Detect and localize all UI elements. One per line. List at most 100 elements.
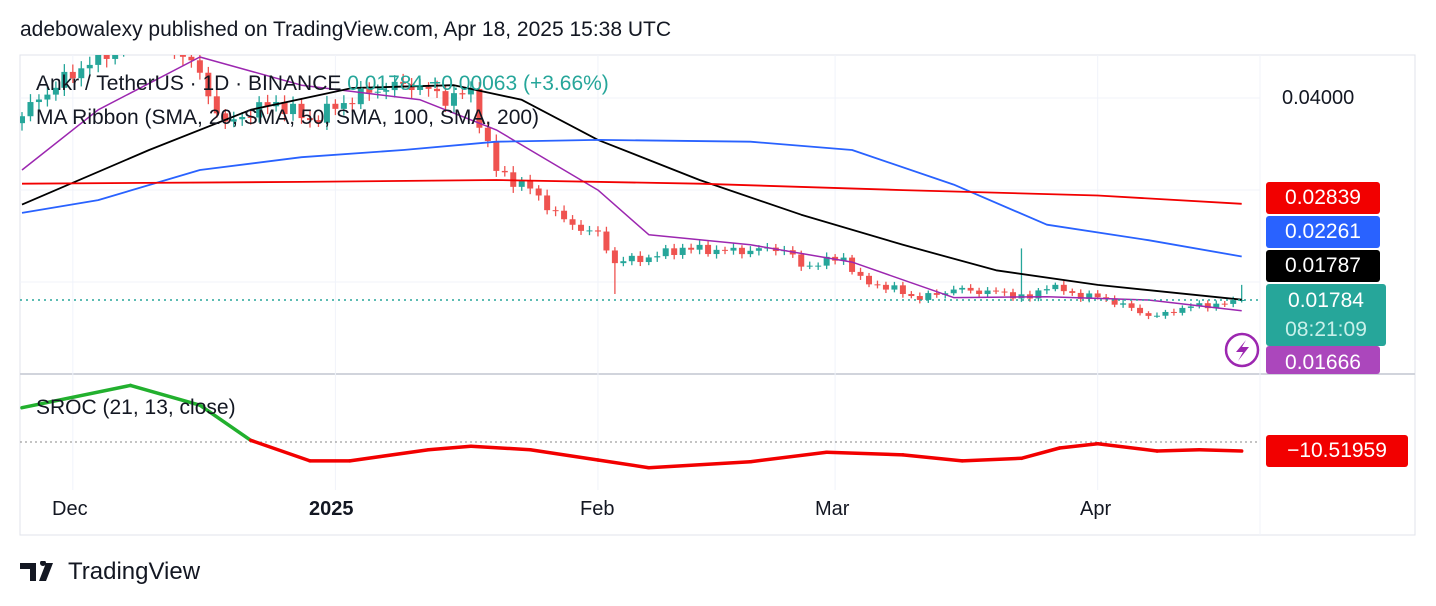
sroc-segment xyxy=(748,450,829,464)
ma-line-sma-200 xyxy=(21,179,1242,205)
sroc-segment xyxy=(824,450,905,457)
candle xyxy=(933,289,940,298)
candle-body xyxy=(213,96,220,114)
price-change: +0.00063 (+3.66%) xyxy=(428,72,609,95)
candle xyxy=(1162,309,1169,319)
candle-body xyxy=(882,284,889,290)
candle-body xyxy=(493,140,500,171)
lightning-icon[interactable] xyxy=(1224,332,1260,368)
symbol-title[interactable]: Ankr / TetherUS · 1D · BINANCE xyxy=(36,72,342,95)
candle-body xyxy=(891,285,898,290)
candle xyxy=(213,88,220,118)
candle-body xyxy=(400,81,407,84)
candle-body xyxy=(290,103,297,115)
candle xyxy=(298,97,305,124)
candle xyxy=(603,226,610,254)
candle xyxy=(637,251,644,267)
candle xyxy=(188,55,195,68)
sma100-label: 0.02261 xyxy=(1266,216,1380,248)
candle-body xyxy=(840,257,847,261)
sroc-segment xyxy=(1019,446,1062,461)
candle xyxy=(993,287,1000,295)
candle xyxy=(679,243,686,259)
time-tick-apr: Apr xyxy=(1080,498,1112,520)
candle xyxy=(86,56,93,76)
candle-body xyxy=(484,127,491,141)
candle xyxy=(594,226,601,237)
time-tick-2025: 2025 xyxy=(309,498,354,520)
candle-body xyxy=(1001,291,1008,293)
candle-body xyxy=(1060,284,1067,292)
candle-body xyxy=(1035,290,1042,299)
candle xyxy=(349,97,356,112)
candle-body xyxy=(239,116,246,120)
candle-body xyxy=(738,247,745,255)
candle-body xyxy=(1221,303,1228,305)
candle xyxy=(357,80,364,110)
candle-body xyxy=(332,103,339,109)
candle-body xyxy=(1196,303,1203,307)
candle xyxy=(467,81,474,103)
candle xyxy=(61,64,68,96)
sroc-segment xyxy=(960,456,1024,463)
candle-body xyxy=(611,250,618,264)
time-tick-feb: Feb xyxy=(580,498,615,520)
candle-body xyxy=(264,102,271,107)
candle xyxy=(561,205,568,223)
candle xyxy=(976,287,983,298)
sroc-legend[interactable]: SROC (21, 13, close) xyxy=(36,396,236,419)
sroc-segment xyxy=(647,459,753,470)
tradingview-logo[interactable]: TradingView xyxy=(20,558,200,586)
candle xyxy=(44,86,51,107)
candle-body xyxy=(1052,284,1059,290)
candle xyxy=(654,251,661,262)
candle-body xyxy=(1238,300,1245,301)
candle xyxy=(950,285,957,296)
candle xyxy=(1077,289,1084,302)
candle xyxy=(518,176,525,191)
chart-frame xyxy=(19,54,1416,536)
candle-body xyxy=(544,195,551,211)
candle xyxy=(78,61,85,87)
candle-body xyxy=(20,116,25,124)
candle xyxy=(713,245,720,259)
bar-countdown: 08:21:09 xyxy=(1285,318,1367,341)
candle-body xyxy=(1086,293,1093,299)
candle xyxy=(20,112,25,131)
candle xyxy=(450,85,457,114)
candle-body xyxy=(450,93,457,106)
candle xyxy=(442,86,449,113)
candle-body xyxy=(654,256,661,258)
candle xyxy=(383,82,390,100)
candle-body xyxy=(984,290,991,294)
candle xyxy=(315,115,322,127)
candle-body xyxy=(561,210,568,220)
time-tick-dec: Dec xyxy=(52,498,88,520)
candle-body xyxy=(501,170,508,173)
candle-body xyxy=(103,55,110,59)
candle xyxy=(52,81,59,101)
candle xyxy=(1179,305,1186,316)
candle-body xyxy=(1153,315,1160,317)
candle xyxy=(1170,308,1177,316)
sroc-segment xyxy=(528,447,600,462)
candle xyxy=(95,55,102,73)
candle-body xyxy=(645,257,652,263)
last-price-label: 0.01784 08:21:09 xyxy=(1266,284,1386,346)
candle-body xyxy=(357,88,364,105)
candle-body xyxy=(603,231,610,251)
candle-body xyxy=(916,296,923,300)
candle-body xyxy=(374,91,381,93)
candle-body xyxy=(467,88,474,95)
sroc-segment xyxy=(426,444,473,452)
ma-ribbon-legend[interactable]: MA Ribbon (SMA, 20, SMA, 50, SMA, 100, S… xyxy=(36,106,540,129)
candle xyxy=(1196,300,1203,309)
candle xyxy=(35,94,42,110)
candle xyxy=(332,99,339,116)
candle xyxy=(1128,300,1135,311)
candle-body xyxy=(44,94,51,100)
candle xyxy=(323,95,330,130)
candle xyxy=(230,111,237,128)
last-price-value: 0.01784 xyxy=(1288,289,1364,312)
